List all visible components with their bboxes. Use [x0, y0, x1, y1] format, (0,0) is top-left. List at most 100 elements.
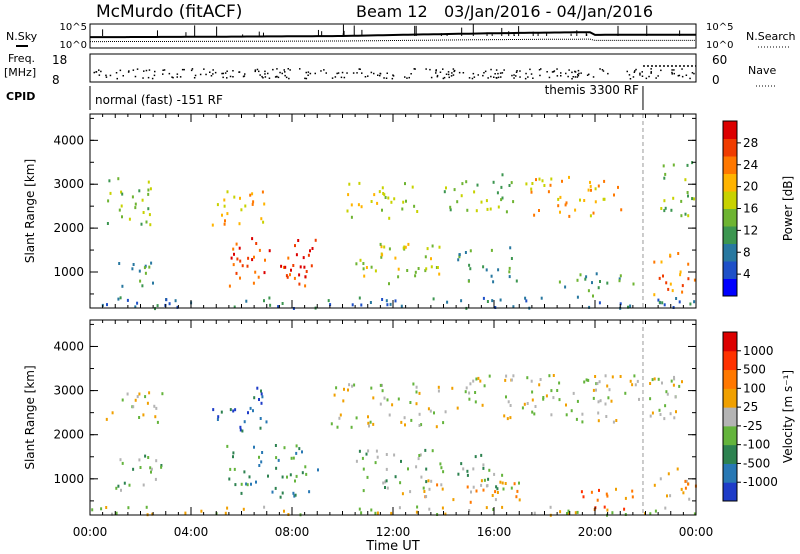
colorbar-tick-label: 4	[743, 267, 751, 281]
freq-dot	[116, 77, 118, 80]
scatter-cell	[154, 477, 157, 481]
scatter-cell	[378, 190, 381, 194]
scatter-cell	[488, 468, 491, 472]
scatter-cell	[246, 483, 249, 487]
scatter-cell	[485, 506, 488, 510]
freq-dot	[323, 69, 325, 71]
scatter-cell	[684, 486, 687, 490]
scatter-cell	[283, 509, 285, 513]
nsky-trace	[90, 31, 696, 39]
scatter-cell	[425, 467, 428, 471]
scatter-cell	[479, 379, 482, 383]
scatter-cell	[653, 377, 656, 381]
scatter-cell	[558, 398, 561, 402]
scatter-cell	[134, 398, 137, 402]
scatter-cell	[260, 401, 263, 405]
freq-dot	[493, 76, 495, 78]
scatter-cell	[253, 255, 255, 259]
scatter-cell	[249, 193, 252, 197]
scatter-cell	[381, 389, 384, 393]
freq-dot	[453, 69, 456, 72]
scatter-cell	[144, 271, 147, 275]
scatter-cell	[403, 416, 406, 420]
scatter-cell	[631, 489, 634, 493]
colorbar-label: Power [dB]	[781, 176, 795, 241]
scatter-cell	[615, 419, 618, 422]
scatter-cell	[365, 452, 368, 456]
scatter-cell	[673, 375, 675, 379]
scatter-cell	[267, 474, 269, 478]
scatter-cell	[404, 423, 406, 427]
colorbar-swatch	[723, 156, 737, 174]
scatter-cell	[457, 258, 460, 262]
colorbar-swatch	[723, 138, 737, 157]
y-tick-label: 3000	[53, 177, 84, 191]
scatter-cell	[348, 383, 351, 387]
scatter-cell	[531, 410, 534, 414]
scatter-cell	[258, 398, 260, 401]
scatter-cell	[512, 200, 515, 204]
scatter-cell	[397, 267, 400, 271]
scatter-cell	[480, 453, 483, 457]
scatter-cell	[223, 198, 226, 202]
freq-dot	[275, 75, 278, 78]
scatter-cell	[412, 382, 415, 386]
scatter-cell	[669, 494, 672, 498]
scatter-cell	[457, 472, 460, 476]
freq-dot	[462, 72, 465, 74]
freq-dot	[267, 72, 269, 75]
scatter-cell	[617, 185, 619, 189]
scatter-cell	[579, 273, 582, 277]
freq-dot	[214, 71, 217, 74]
scatter-cell	[543, 184, 546, 187]
scatter-cell	[232, 247, 235, 251]
scatter-cell	[232, 409, 235, 413]
scatter-cell	[226, 444, 229, 448]
freq-dot	[307, 74, 309, 76]
scatter-cell	[612, 420, 615, 424]
scatter-cell	[424, 448, 427, 452]
scatter-cell	[298, 273, 301, 277]
scatter-cell	[216, 203, 219, 207]
scatter-cell	[481, 403, 484, 407]
scatter-cell	[289, 473, 292, 477]
scatter-cell	[286, 475, 288, 479]
freq-dot	[458, 71, 461, 74]
colorbar-tick-label: -25	[743, 419, 763, 433]
scatter-cell	[372, 396, 375, 400]
scatter-cell	[594, 187, 597, 191]
scatter-cell	[604, 374, 607, 378]
scatter-cell	[280, 264, 283, 268]
x-tick-label: 12:00	[376, 525, 411, 539]
y-tick-label: 4000	[53, 133, 84, 147]
scatter-cell	[131, 267, 134, 271]
scatter-cell	[143, 266, 146, 270]
freq-label-line2: [MHz]	[4, 66, 36, 79]
scatter-cell	[469, 267, 472, 271]
colorbars: 28 24 20 16 12 8 4 Power [dB] 1000 500 100 25 -25 -10…	[722, 120, 795, 502]
scatter-cell	[492, 280, 495, 284]
freq-dot	[525, 72, 527, 75]
freq-dot	[408, 76, 410, 79]
scatter-cell	[576, 278, 579, 282]
freq-dot	[264, 70, 266, 73]
scatter-cell	[686, 163, 689, 167]
scatter-cell	[336, 425, 339, 429]
scatter-cell	[147, 456, 150, 459]
scatter-cell	[362, 489, 365, 493]
scatter-cell	[353, 383, 356, 387]
scatter-cell	[489, 207, 492, 211]
scatter-cell	[458, 253, 461, 257]
noise-tick-bottom-left: 10^0	[60, 40, 87, 51]
scatter-cell	[475, 489, 478, 493]
scatter-cell	[525, 299, 528, 303]
freq-dot	[361, 72, 363, 74]
scatter-cell	[284, 265, 287, 269]
scatter-cell	[358, 296, 361, 300]
scatter-cell	[439, 462, 442, 466]
freq-dot	[538, 69, 541, 71]
scatter-cell	[153, 404, 156, 408]
freq-dot	[578, 72, 580, 75]
scatter-cell	[370, 265, 373, 269]
scatter-cell	[673, 416, 676, 420]
